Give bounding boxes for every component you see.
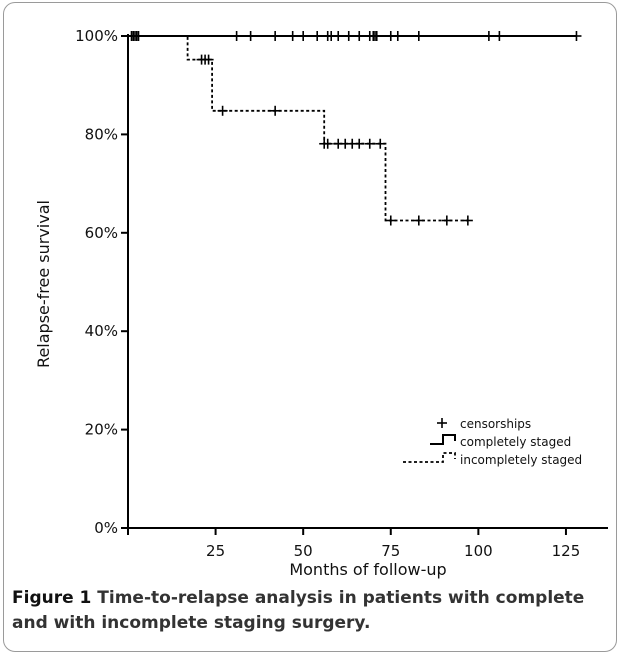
curve-incomplete — [128, 35, 468, 222]
figure-caption: Figure 1 Time-to-relapse analysis in pat… — [12, 586, 610, 636]
figure-label: Figure 1 — [12, 588, 92, 608]
legend-label-censorships: censorships — [460, 417, 531, 431]
series-complete — [126, 31, 582, 41]
legend-solid-step — [430, 434, 456, 445]
series-incomplete — [128, 35, 473, 226]
legend-incomplete-line-symbol — [403, 452, 456, 463]
legend-censor-symbol — [437, 418, 447, 428]
y-tick-label: 40% — [85, 322, 118, 340]
km-chart: 25 50 75 100 125 0% 20% 40% 60% 80% 100% Months of… — [34, 27, 608, 579]
x-tick-label: 25 — [206, 542, 225, 560]
figure-frame — [3, 2, 617, 652]
y-axis-title: Relapse-free survival — [34, 200, 53, 368]
chart-axes — [121, 34, 608, 535]
x-tick-label: 50 — [294, 542, 313, 560]
x-tick-label: 125 — [552, 542, 581, 560]
legend-dashed-step — [403, 452, 456, 463]
x-tick-label: 75 — [381, 542, 400, 560]
x-tick-label: 100 — [464, 542, 493, 560]
y-tick-label: 60% — [85, 224, 118, 242]
y-tick-label: 0% — [94, 519, 118, 537]
x-axis-title: Months of follow-up — [289, 560, 446, 579]
legend-label-completely-staged: completely staged — [460, 435, 571, 449]
legend-label-incompletely-staged: incompletely staged — [460, 453, 582, 467]
legend: censorships completely staged incomplete… — [403, 417, 582, 467]
tick-labels: 25 50 75 100 125 0% 20% 40% 60% 80% 100% — [75, 27, 580, 560]
survival-curves — [126, 31, 582, 226]
legend-complete-line-symbol — [430, 434, 456, 445]
y-tick-label: 100% — [75, 27, 118, 45]
figure-caption-text: Time-to-relapse analysis in patients wit… — [12, 588, 585, 633]
y-tick-label: 80% — [85, 125, 118, 143]
y-tick-label: 20% — [85, 421, 118, 439]
